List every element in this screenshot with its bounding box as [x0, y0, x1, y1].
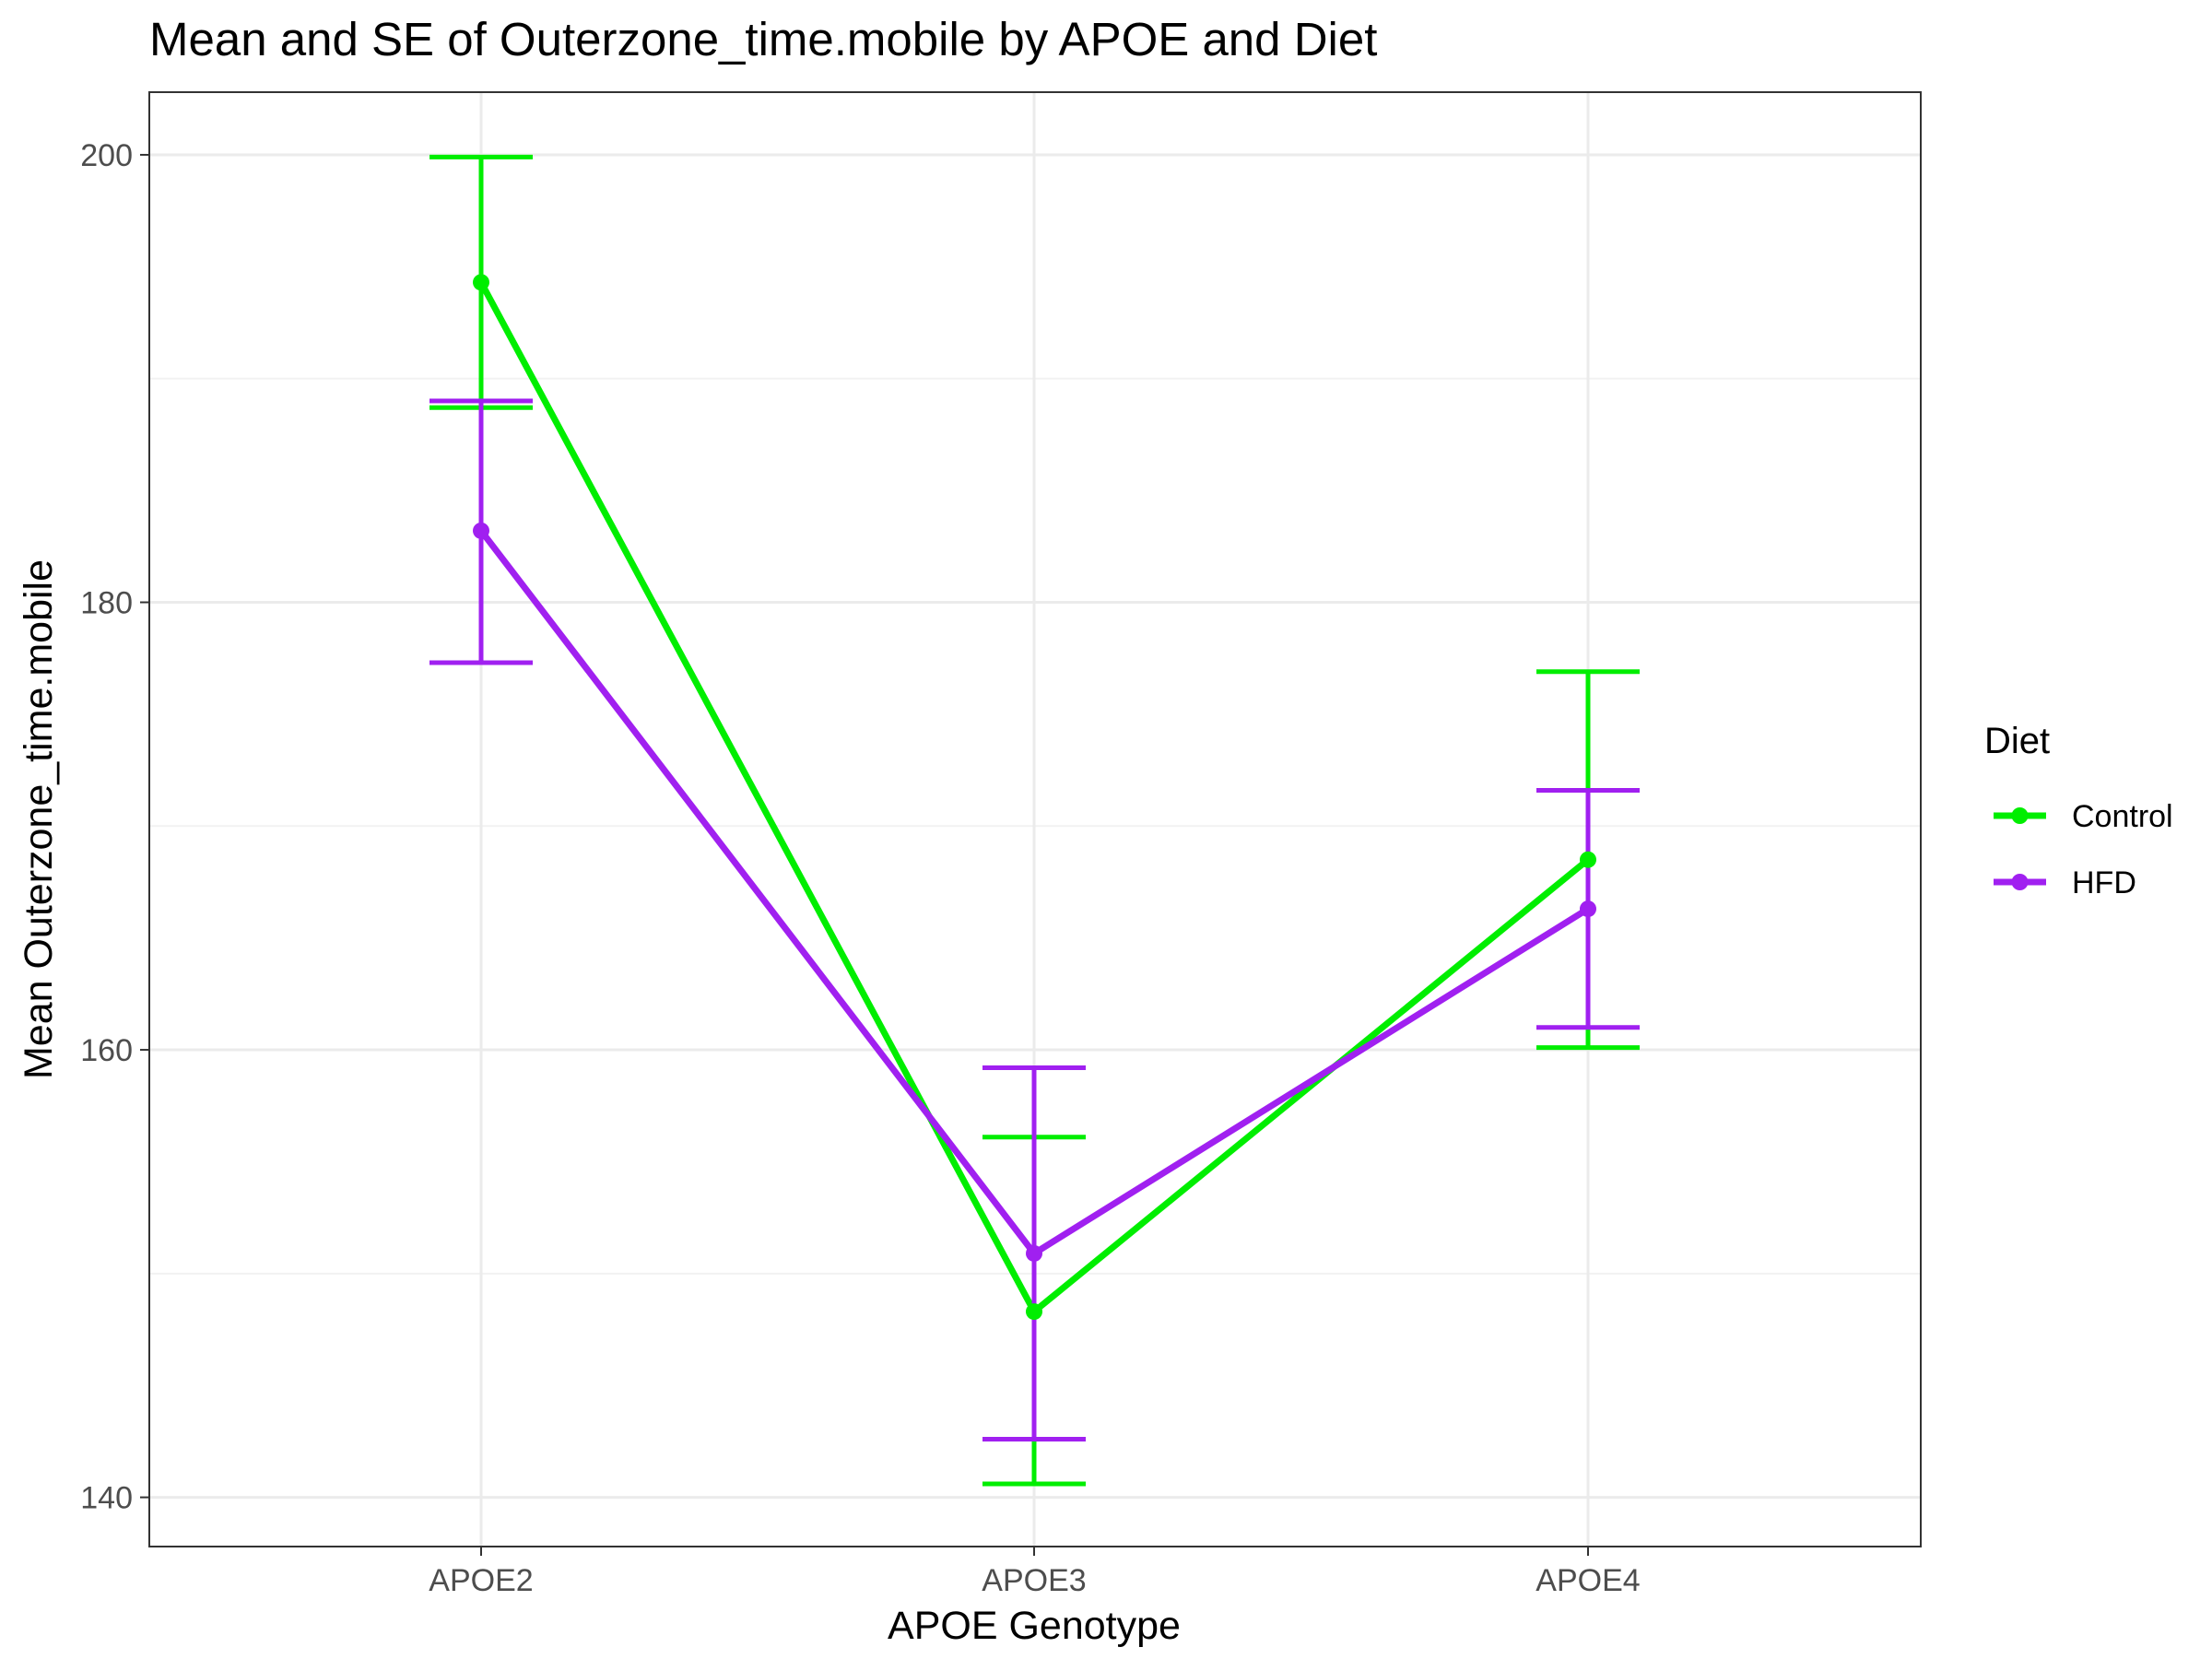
data-point-control: [473, 274, 489, 291]
y-tick-label: 160: [80, 1033, 133, 1068]
chart-title: Mean and SE of Outerzone_time.mobile by …: [149, 13, 1377, 65]
data-point-hfd: [1580, 900, 1596, 918]
legend: Diet Control HFD: [1984, 721, 2173, 900]
x-axis: APOE2 APOE3 APOE4: [429, 1547, 1641, 1598]
x-tick-label: APOE4: [1535, 1563, 1640, 1598]
x-axis-title: APOE Genotype: [888, 1604, 1181, 1648]
y-axis: 140 160 180 200: [80, 138, 149, 1516]
legend-title: Diet: [1984, 721, 2050, 761]
legend-items: Control HFD: [1994, 799, 2173, 900]
legend-label: HFD: [2072, 865, 2136, 900]
data-points: [473, 274, 1596, 1321]
y-axis-title: Mean Outerzone_time.mobile: [17, 559, 61, 1079]
legend-label: Control: [2072, 799, 2173, 834]
y-tick-label: 180: [80, 586, 133, 621]
x-tick-label: APOE3: [982, 1563, 1086, 1598]
legend-item-control: Control: [1994, 799, 2173, 834]
y-tick-label: 140: [80, 1481, 133, 1516]
data-point-control: [1026, 1303, 1042, 1321]
y-tick-label: 200: [80, 138, 133, 173]
legend-item-hfd: HFD: [1994, 865, 2136, 900]
x-tick-label: APOE2: [429, 1563, 533, 1598]
data-point-control: [1580, 851, 1596, 868]
legend-key-point: [2011, 807, 2029, 824]
data-point-hfd: [473, 522, 489, 539]
data-point-hfd: [1026, 1244, 1042, 1262]
legend-key-point: [2011, 874, 2029, 890]
